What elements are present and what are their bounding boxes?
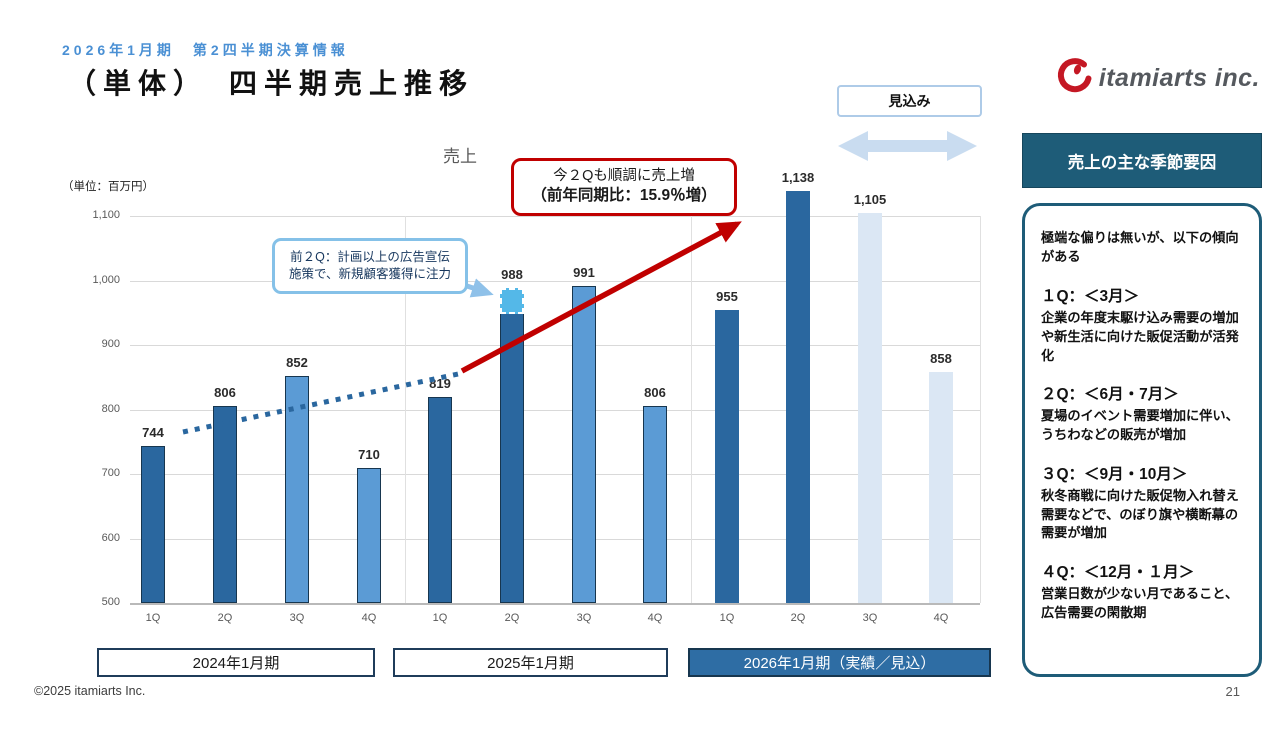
slide-subtitle: 2026年1月期 第2四半期決算情報 [62,42,349,58]
chart-unit-label: （単位：百万円） [62,181,154,193]
bar-2026年-4Q [929,372,953,603]
bar-value-label: 858 [930,351,952,367]
chart-title: 売上 [443,147,477,166]
x-tick-label: 2Q [790,612,806,624]
logo-text: itamiarts inc. [1098,64,1260,92]
highlight-segment [500,288,524,315]
y-tick-label: 1,000 [92,273,120,286]
bar-value-label: 710 [358,446,380,462]
bar-2025年-3Q [572,286,596,603]
gridline-500 [130,603,980,605]
red-callout-line2: （前年同期比：15.9％増） [531,187,717,205]
bar-2026年-3Q [858,212,882,603]
y-tick-label: 700 [101,467,120,479]
x-tick-label: 4Q [933,612,949,624]
red-callout-line1: 今２Qも順調に売上増 [553,167,695,184]
gridline-800 [130,409,980,411]
logo-swirl-icon [1053,56,1093,101]
bar-2024年-3Q [285,375,309,603]
gridline-900 [130,345,980,346]
bar-value-label: 991 [573,265,595,281]
bar-2026年-2Q [786,191,810,603]
bar-value-label: 806 [644,384,666,400]
sidebar-section-4q: ４Q：＜12月・１月＞ 営業日数が少ない月であること、広告需要の閑散期 [1041,560,1247,622]
y-tick-label: 600 [101,531,120,544]
blue-callout-line1: 前２Q：計画以上の広告宣伝 [290,249,450,264]
period-box-2026: 2026年1月期（実績／見込） [688,648,991,677]
page-number: 21 [1225,684,1240,699]
bar-2026年-1Q [715,309,739,603]
sidebar-section-3q: ３Q：＜9月・10月＞ 秋冬商戦に向けた販促物入れ替え需要などで、のぼり旗や横断… [1041,462,1247,543]
x-tick-label: 4Q [647,612,663,624]
gridline-700 [130,474,980,475]
period-box-2025: 2025年1月期 [393,648,668,677]
gridline-1100 [130,216,980,217]
x-tick-label: 3Q [862,612,878,624]
section-body: 夏場のイベント需要増加に伴い、うちわなどの販売が増加 [1041,408,1239,443]
blue-callout: 前２Q：計画以上の広告宣伝 施策で、新規顧客獲得に注力 [272,238,468,294]
section-heading: ３Q：＜9月・10月＞ [1041,465,1188,483]
x-tick-label: 3Q [576,612,592,624]
y-tick-label: 800 [101,402,120,415]
sidebar-intro: 極端な偏りは無いが、以下の傾向がある [1041,230,1239,265]
group-separator-1 [691,216,692,603]
forecast-label-box: 見込み [837,85,982,117]
company-logo: itamiarts inc. [1053,56,1260,101]
bar-value-label: 988 [501,267,523,283]
sidebar-header: 売上の主な季節要因 [1022,133,1262,188]
x-tick-label: 2Q [504,612,520,624]
section-body: 秋冬商戦に向けた販促物入れ替え需要などで、のぼり旗や横断幕の需要が増加 [1041,487,1239,541]
x-tick-label: 1Q [432,612,448,624]
x-tick-label: 2Q [217,612,233,624]
bar-2024年-2Q [213,405,237,603]
y-tick-label: 900 [101,338,120,350]
sidebar-section-1q: １Q：＜3月＞ 企業の年度末駆け込み需要の増加や新生活に向けた販促活動が活発化 [1041,284,1247,365]
copyright: ©2025 itamiarts Inc. [34,684,146,698]
red-callout: 今２Qも順調に売上増 （前年同期比：15.9％増） [511,158,737,216]
bar-value-label: 744 [142,424,164,440]
bar-2024年-4Q [357,467,381,603]
x-tick-label: 4Q [361,612,377,624]
gridline-1000 [130,280,980,282]
blue-callout-line2: 施策で、新規顧客獲得に注力 [288,267,451,281]
x-tick-label: 3Q [289,612,305,624]
y-tick-label: 1,100 [92,209,120,221]
bar-2024年-1Q [141,445,165,603]
bar-value-label: 1,105 [853,191,887,207]
x-tick-label: 1Q [145,612,161,624]
bar-value-label: 819 [429,376,451,392]
sidebar-section-2q: ２Q：＜6月・7月＞ 夏場のイベント需要増加に伴い、うちわなどの販売が増加 [1041,382,1247,444]
section-body: 営業日数が少ない月であること、広告需要の閑散期 [1041,586,1239,620]
section-heading: １Q：＜3月＞ [1041,288,1140,306]
section-heading: ４Q：＜12月・１月＞ [1041,564,1195,582]
section-body: 企業の年度末駆け込み需要の増加や新生活に向けた販促活動が活発化 [1041,310,1239,363]
bar-value-label: 955 [716,288,738,304]
group-separator-2 [980,216,981,603]
gridline-600 [130,538,980,540]
y-tick-label: 500 [101,596,120,608]
section-heading: ２Q：＜6月・7月＞ [1041,386,1179,404]
bar-value-label: 806 [214,384,236,400]
bar-value-label: 1,138 [781,170,815,186]
page-title: （単体） 四半期売上推移 [68,68,475,99]
period-box-2024: 2024年1月期 [97,648,375,677]
bar-2025年-4Q [643,405,667,603]
bar-value-label: 852 [286,354,308,370]
x-tick-label: 1Q [719,612,735,624]
bar-2025年-1Q [428,397,452,603]
sidebar-seasonality-box: 極端な偏りは無いが、以下の傾向がある １Q：＜3月＞ 企業の年度末駆け込み需要の… [1022,203,1262,677]
bar-2025年-2Q [500,288,524,603]
